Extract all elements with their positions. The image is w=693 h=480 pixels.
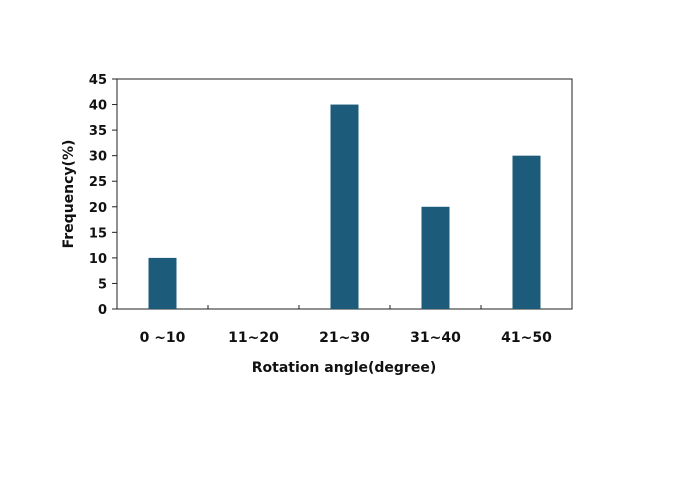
x-axis-title: Rotation angle(degree): [252, 360, 436, 376]
x-tick-label: 0 ~10: [140, 330, 186, 346]
y-tick-label: 40: [89, 99, 107, 114]
x-tick-label: 41~50: [501, 330, 552, 346]
bar-series: [148, 104, 541, 309]
y-tick-label: 20: [89, 201, 107, 216]
x-tick-label: 21~30: [319, 330, 370, 346]
category-labels: 0 ~10 11~20 21~30 31~40 41~50: [140, 330, 553, 346]
y-tick-label: 45: [89, 73, 107, 88]
x-tick-label: 11~20: [228, 330, 279, 346]
y-tick-label: 35: [89, 124, 107, 139]
y-axis: 0 5 10 15 20 25 30 35 40 45: [89, 73, 117, 318]
bar: [512, 155, 541, 309]
y-axis-title: Frequency(%): [61, 140, 77, 249]
y-tick-label: 15: [89, 226, 107, 241]
y-tick-label: 25: [89, 175, 107, 190]
bar: [148, 257, 177, 309]
y-tick-label: 0: [98, 303, 107, 318]
y-tick-label: 30: [89, 150, 107, 165]
y-tick-label: 5: [98, 277, 107, 292]
x-tick-label: 31~40: [410, 330, 461, 346]
bar: [330, 104, 359, 309]
bar: [421, 206, 450, 309]
y-tick-label: 10: [89, 252, 107, 267]
x-axis: [207, 305, 482, 309]
